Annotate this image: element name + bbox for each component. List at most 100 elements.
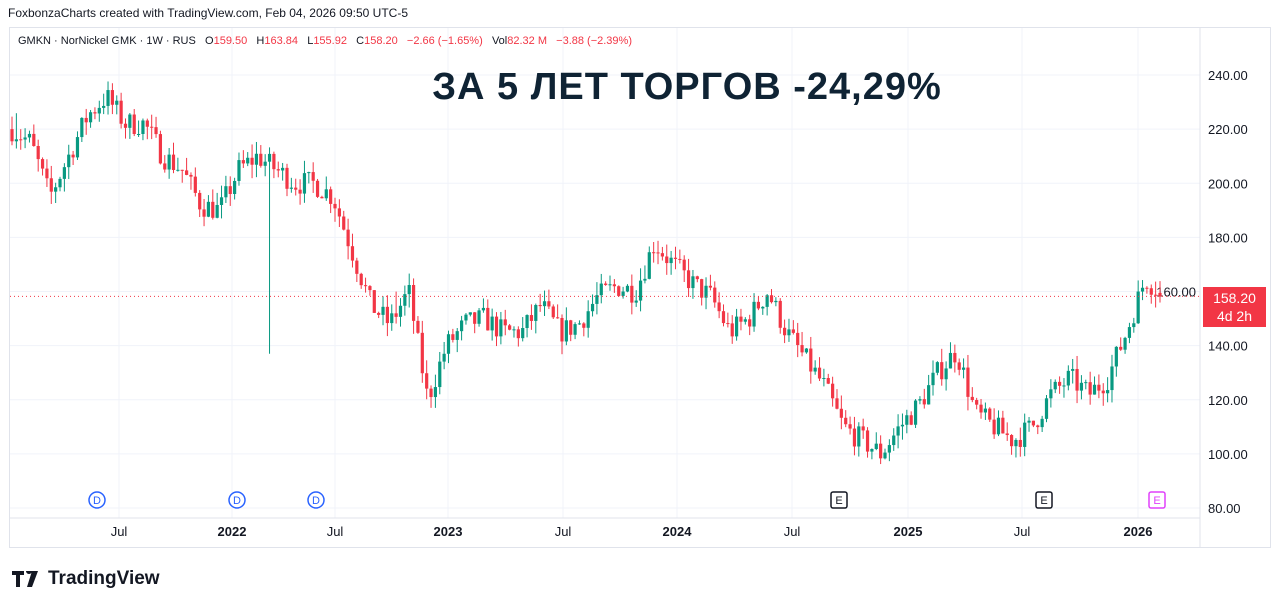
candle-body bbox=[948, 352, 953, 369]
candle-body bbox=[136, 133, 141, 135]
candle-body bbox=[612, 284, 616, 287]
candle-body bbox=[1136, 291, 1140, 324]
candle-body bbox=[377, 312, 381, 315]
bar-countdown: 4d 2h bbox=[1216, 308, 1253, 324]
candle-body bbox=[1027, 420, 1031, 423]
candle-body bbox=[883, 452, 887, 459]
candle-body bbox=[1023, 422, 1027, 447]
candle-body bbox=[769, 295, 774, 303]
candle-body bbox=[1049, 389, 1053, 399]
price-tick-label: 180.00 bbox=[1208, 230, 1248, 245]
candle-body bbox=[796, 332, 800, 346]
last-price: 158.20 bbox=[1213, 290, 1256, 306]
candle-body bbox=[84, 117, 88, 123]
candle-body bbox=[167, 154, 171, 170]
candle-body bbox=[538, 304, 542, 307]
candle-body bbox=[852, 428, 857, 447]
candle-body bbox=[1132, 323, 1136, 328]
candle-body bbox=[783, 327, 787, 336]
candle-body bbox=[219, 197, 224, 205]
high-value: 163.84 bbox=[264, 35, 299, 47]
candle-body bbox=[141, 120, 145, 134]
candle-body bbox=[1079, 382, 1084, 391]
candle-body bbox=[525, 315, 529, 329]
candle-body bbox=[1092, 384, 1097, 395]
candle-body bbox=[604, 283, 608, 285]
candle-body bbox=[804, 348, 809, 353]
candle-body bbox=[464, 314, 468, 321]
candle-body bbox=[49, 178, 53, 192]
candle-body bbox=[398, 305, 403, 317]
candle-body bbox=[394, 313, 398, 317]
time-tick-label: Jul bbox=[784, 524, 801, 539]
candle-body bbox=[721, 311, 726, 324]
candle-body bbox=[10, 129, 14, 142]
candle-body bbox=[586, 311, 590, 328]
candle-body bbox=[337, 208, 341, 217]
candle-body bbox=[185, 170, 189, 175]
candle-body bbox=[560, 317, 564, 342]
price-tick-label: 120.00 bbox=[1208, 393, 1248, 408]
candle-body bbox=[119, 100, 123, 124]
dividend-event-icon[interactable] bbox=[307, 491, 325, 509]
candle-body bbox=[363, 285, 368, 287]
candle-body bbox=[621, 291, 625, 296]
candle-body bbox=[110, 90, 114, 105]
candle-body bbox=[333, 203, 337, 209]
candle-body bbox=[1114, 346, 1118, 367]
candle-body bbox=[1040, 418, 1044, 428]
candle-body bbox=[459, 320, 464, 332]
candle-body bbox=[359, 273, 363, 286]
dividend-event-icon[interactable] bbox=[228, 491, 246, 509]
price-tick-label: 220.00 bbox=[1208, 122, 1248, 137]
dividend-event-icon[interactable] bbox=[88, 491, 106, 509]
tradingview-logo[interactable]: TradingView bbox=[12, 568, 160, 590]
candle-body bbox=[233, 180, 237, 194]
candle-body bbox=[630, 285, 634, 303]
candle-body bbox=[468, 312, 472, 315]
logo-text: TradingView bbox=[48, 568, 160, 589]
candle-body bbox=[761, 306, 765, 309]
close-label: C bbox=[356, 35, 365, 47]
candle-body bbox=[189, 174, 193, 177]
candle-body bbox=[62, 167, 66, 179]
earnings-event-icon[interactable] bbox=[830, 491, 848, 509]
candle-body bbox=[368, 286, 372, 291]
earnings-event-label: E bbox=[1040, 495, 1047, 507]
symbol-name[interactable]: GMKN · NorNickel GMK · 1W · RUS bbox=[18, 35, 196, 47]
candle-body bbox=[32, 133, 36, 146]
low-label: L bbox=[307, 35, 314, 47]
candle-body bbox=[1119, 346, 1123, 350]
candle-body bbox=[1145, 287, 1149, 289]
candle-body bbox=[542, 301, 547, 307]
candle-body bbox=[887, 445, 891, 453]
candle-body bbox=[1158, 292, 1162, 297]
candle-body bbox=[27, 133, 32, 138]
candle-body bbox=[905, 415, 909, 425]
candle-body bbox=[494, 316, 499, 337]
candle-body bbox=[438, 361, 442, 388]
candle-body bbox=[966, 367, 970, 397]
candle-body bbox=[490, 316, 494, 331]
earnings-event-icon[interactable] bbox=[1148, 491, 1166, 509]
candle-body bbox=[298, 189, 302, 194]
candle-body bbox=[411, 285, 416, 321]
symbol-legend: GMKN · NorNickel GMK · 1W · RUS O159.50 … bbox=[18, 35, 632, 47]
candle-body bbox=[800, 345, 804, 353]
candle-body bbox=[80, 117, 84, 138]
candle-body bbox=[1014, 439, 1018, 447]
candle-body bbox=[839, 408, 843, 418]
candle-body bbox=[176, 169, 180, 171]
candle-body bbox=[215, 204, 219, 218]
candle-body bbox=[224, 186, 228, 198]
candle-body bbox=[1044, 398, 1049, 419]
candle-body bbox=[58, 178, 62, 188]
candle-body bbox=[935, 362, 939, 373]
candle-body bbox=[307, 172, 311, 174]
candle-body bbox=[865, 430, 870, 452]
candle-body bbox=[931, 372, 935, 386]
candle-body bbox=[145, 120, 149, 127]
candle-body bbox=[1106, 390, 1110, 394]
earnings-event-icon[interactable] bbox=[1035, 491, 1053, 509]
